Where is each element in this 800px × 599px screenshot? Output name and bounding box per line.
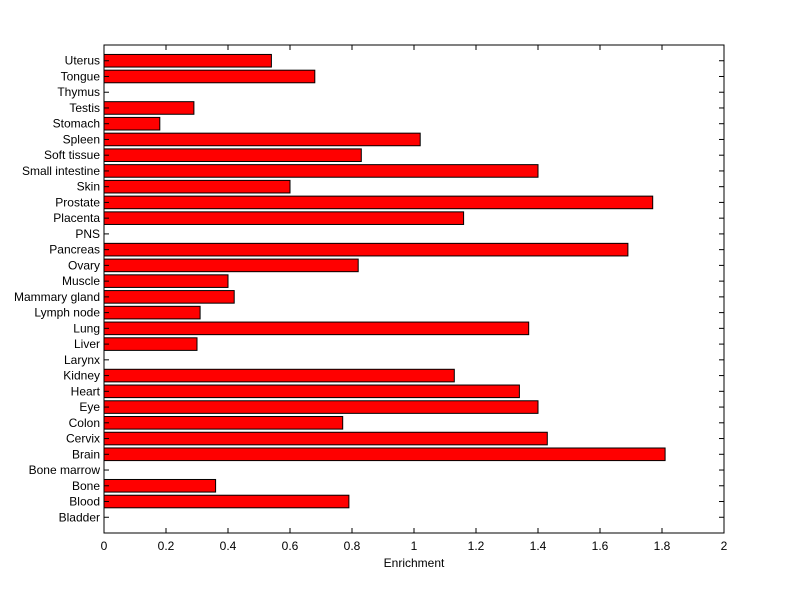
bar-muscle (103, 274, 229, 288)
y-tick-label: Skin (77, 180, 100, 194)
y-tick-label: Cervix (66, 432, 100, 446)
y-tick-label: Brain (72, 447, 100, 461)
y-tick-label: Bone (72, 479, 100, 493)
bar-placenta (103, 211, 465, 225)
y-tick-label: Bone marrow (29, 463, 101, 477)
y-tick-label: Small intestine (22, 164, 100, 178)
y-tick-label: Placenta (53, 211, 100, 225)
y-tick-label: Soft tissue (44, 148, 100, 162)
bar-colon (103, 416, 344, 430)
bar-testis (103, 101, 195, 115)
x-tick-label: 0.6 (282, 539, 299, 553)
y-tick-label: Spleen (63, 132, 100, 146)
bar-spleen (103, 132, 421, 147)
bar-skin (103, 179, 291, 194)
bar-brain (103, 447, 666, 462)
x-tick-label: 0 (101, 539, 108, 553)
x-tick-label: 1.8 (654, 539, 671, 553)
x-tick-label: 0.4 (220, 539, 237, 553)
y-tick-label: Bladder (59, 510, 100, 524)
y-tick-label: Ovary (68, 258, 100, 272)
x-tick-label: 0.8 (344, 539, 361, 553)
y-tick-label: Liver (74, 337, 100, 351)
y-tick-label: Muscle (62, 274, 100, 288)
x-tick-label: 1.6 (592, 539, 609, 553)
bar-bone (103, 478, 217, 493)
bar-mammary-gland (103, 290, 235, 304)
bar-pancreas (103, 242, 629, 257)
bar-tongue (103, 69, 316, 84)
y-tick-label: Kidney (63, 369, 100, 383)
y-tick-label: Pancreas (49, 243, 100, 257)
x-tick-label: 1.4 (530, 539, 547, 553)
y-tick-label: Blood (69, 495, 100, 509)
bar-small-intestine (103, 164, 539, 178)
bar-heart (103, 384, 520, 399)
y-tick-label: Lung (73, 321, 100, 335)
y-tick-label: Heart (71, 384, 101, 398)
y-tick-label: Prostate (55, 195, 100, 209)
bar-cervix (103, 431, 548, 446)
x-tick-label: 1.2 (468, 539, 485, 553)
y-tick-label: Uterus (65, 54, 100, 68)
bar-lung (103, 321, 530, 336)
bar-lymph-node (103, 305, 201, 320)
ticks-group (103, 45, 725, 533)
y-tick-label: PNS (75, 227, 100, 241)
x-axis-label: Enrichment (384, 556, 445, 570)
bar-blood (103, 494, 350, 509)
bar-soft-tissue (103, 148, 362, 162)
y-tick-label: Thymus (57, 85, 100, 99)
y-tick-label: Eye (79, 400, 100, 414)
y-tick-label: Lymph node (34, 306, 100, 320)
bar-liver (103, 337, 198, 351)
x-tick-label: 0.2 (158, 539, 175, 553)
bar-stomach (103, 116, 161, 131)
x-tick-label: 2 (721, 539, 728, 553)
bar-prostate (103, 195, 654, 210)
y-tick-label: Larynx (64, 353, 100, 367)
x-tick-label: 1 (411, 539, 418, 553)
y-tick-label: Colon (69, 416, 100, 430)
bar-kidney (103, 368, 455, 383)
bar-ovary (103, 258, 359, 273)
bar-eye (103, 400, 539, 414)
y-tick-label: Mammary gland (14, 290, 100, 304)
y-tick-label: Stomach (53, 117, 100, 131)
y-tick-label: Tongue (61, 69, 101, 83)
y-tick-label: Testis (69, 101, 100, 115)
bar-uterus (103, 53, 272, 68)
bars-group (103, 53, 666, 509)
